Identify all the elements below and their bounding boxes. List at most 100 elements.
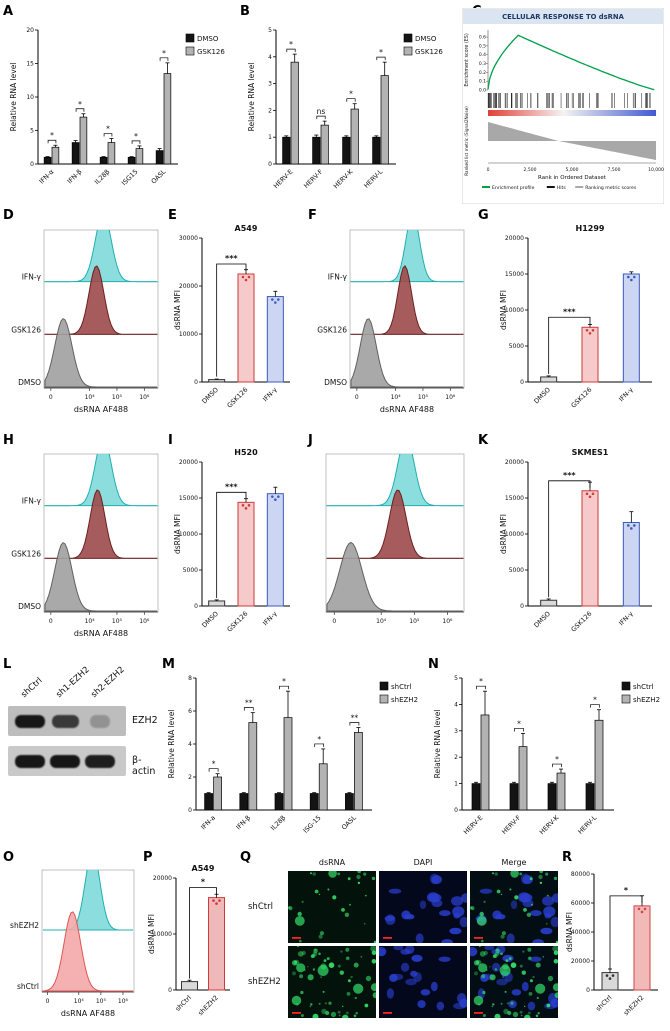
svg-text:2,500: 2,500 [524,167,537,173]
svg-text:0.4: 0.4 [479,52,486,58]
panel-label-m: M [162,657,175,672]
svg-text:10⁶: 10⁶ [118,998,129,1005]
svg-text:5000: 5000 [509,343,524,350]
svg-text:dsRNA MFI: dsRNA MFI [499,514,508,554]
svg-text:***: *** [563,307,576,316]
svg-text:H1299: H1299 [576,224,605,233]
svg-text:5: 5 [30,128,34,135]
svg-text:DMSO: DMSO [200,610,220,630]
svg-text:20000: 20000 [571,958,590,965]
svg-text:*: * [517,719,521,728]
svg-text:10000: 10000 [179,531,198,538]
svg-text:Relative RNA level: Relative RNA level [167,710,176,779]
svg-text:OASL: OASL [150,167,168,185]
panel-label-i: I [168,433,173,448]
svg-text:shCtrl: shCtrl [391,683,412,691]
svg-text:10⁵: 10⁵ [96,998,107,1005]
blot-lane-label: sh1-EZH2 [54,664,92,700]
micro-image-shCtrl-dsRNA [288,871,376,943]
svg-text:5,000: 5,000 [566,167,579,173]
svg-text:CELLULAR RESPONSE TO dsRNA: CELLULAR RESPONSE TO dsRNA [502,13,624,21]
svg-text:IFN-β: IFN-β [66,168,84,186]
svg-text:10000: 10000 [505,531,524,538]
svg-text:*: * [289,40,293,49]
svg-text:0.5: 0.5 [479,43,486,49]
svg-text:0: 0 [268,161,272,168]
svg-text:A549: A549 [235,224,258,233]
svg-text:*: * [50,131,54,140]
svg-text:GSK126: GSK126 [317,325,347,334]
svg-text:*: * [593,696,597,705]
svg-text:Relative RNA level: Relative RNA level [247,63,256,132]
micro-column-header: dsRNA [318,858,346,867]
svg-text:5: 5 [268,27,272,34]
svg-text:10000: 10000 [179,331,198,338]
panel-label-g: G [478,208,489,223]
svg-text:80000: 80000 [571,871,590,878]
svg-text:IFN-γ: IFN-γ [328,273,348,282]
micro-column-header: DAPI [413,858,433,867]
svg-text:IFN-β: IFN-β [235,814,253,832]
svg-text:10⁴: 10⁴ [74,998,85,1005]
svg-text:5000: 5000 [509,567,524,574]
panel-label-e: E [168,208,177,223]
svg-text:8: 8 [188,675,192,682]
svg-text:GSK126: GSK126 [569,610,593,634]
panel-label-f: F [308,208,317,223]
panel-r-bar-chart: 0 20000 40000 60000 80000 dsRNA MFI shCtrl shEZ… [564,862,666,1026]
svg-text:10⁴: 10⁴ [391,394,402,401]
svg-text:Hits: Hits [557,185,567,191]
svg-text:20000: 20000 [153,875,172,882]
svg-text:5000: 5000 [183,567,198,574]
panel-p-bar-chart: 0 10000 20000 dsRNA MFI A549 shCtrl shEZH2 * [146,862,238,1026]
panel-label-r: R [562,850,573,865]
svg-text:10⁴: 10⁴ [376,618,387,625]
blot-strip [8,706,126,736]
svg-text:3: 3 [454,728,458,735]
panel-label-a: A [3,4,14,19]
svg-text:GSK126: GSK126 [225,610,249,634]
panel-j-flow-histogram: 0 10⁴ 10⁵ 10⁶ [312,448,470,644]
svg-text:4: 4 [188,741,192,748]
svg-text:*: * [282,677,286,686]
panel-o-flow-histogram: shEZH2 shCtrl 0 10⁴ 10⁵ 10⁶ dsRNA AF488 [4,864,140,1024]
svg-text:*: * [78,100,82,109]
panel-label-q: Q [240,850,252,865]
svg-text:7,500: 7,500 [608,167,621,173]
micro-column-header: Merge [501,858,527,867]
svg-text:0.6: 0.6 [479,35,486,41]
svg-text:0: 0 [194,379,198,386]
svg-text:0: 0 [46,998,50,1005]
svg-text:10⁵: 10⁵ [112,394,123,401]
svg-text:OASL: OASL [340,813,358,831]
svg-text:***: *** [225,254,238,263]
svg-text:HERV-F: HERV-F [500,814,522,836]
svg-text:shEZH2: shEZH2 [10,921,39,930]
svg-text:DMSO: DMSO [415,35,437,43]
svg-text:dsRNA MFI: dsRNA MFI [499,290,508,330]
svg-text:***: *** [225,482,238,491]
svg-text:GSK126: GSK126 [225,386,249,410]
svg-text:1: 1 [454,781,458,788]
svg-text:10000: 10000 [153,931,172,938]
svg-text:IFN-γ: IFN-γ [617,610,635,628]
svg-text:dsRNA MFI: dsRNA MFI [173,290,182,330]
svg-text:DMSO: DMSO [200,386,220,406]
svg-text:2: 2 [454,754,458,761]
svg-text:IL28β: IL28β [269,814,287,832]
micro-image-shCtrl-Merge [470,871,558,943]
svg-text:A549: A549 [192,864,215,873]
svg-text:0: 0 [487,167,490,173]
svg-text:shCtrl: shCtrl [633,683,654,691]
svg-text:15000: 15000 [505,495,524,502]
svg-text:IL28β: IL28β [93,168,111,186]
svg-text:*: * [134,132,138,141]
blot-lane-label: shCtrl [19,675,45,700]
svg-text:0: 0 [454,807,458,814]
svg-text:6: 6 [188,708,192,715]
svg-text:GSK126: GSK126 [11,549,41,558]
panel-label-h: H [3,433,14,448]
svg-text:ns: ns [317,107,326,116]
svg-text:0.1: 0.1 [479,79,486,85]
svg-text:20000: 20000 [179,459,198,466]
